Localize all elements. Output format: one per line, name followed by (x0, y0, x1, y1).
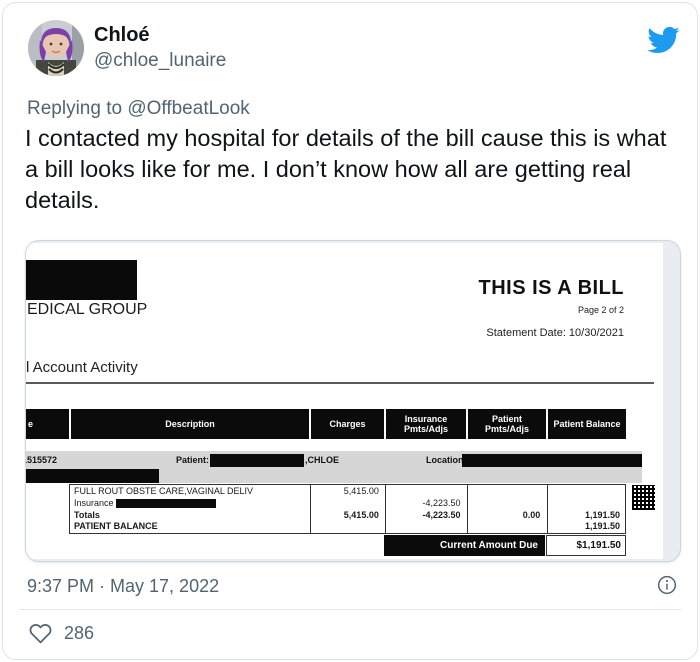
cell-description: Insurance (74, 498, 114, 508)
cell-description: Totals (74, 510, 100, 520)
redaction-bar (462, 454, 642, 467)
tweet-body-text: I contacted my hospital for details of t… (25, 125, 667, 213)
cell-patient-pmts (466, 486, 546, 498)
column-divider (467, 485, 468, 533)
location-label: Location (426, 455, 464, 465)
current-amount-due-value: $1,191.50 (546, 535, 626, 556)
cell-insurance: -4,223.50 (422, 498, 461, 508)
cell-patient-pmts (466, 498, 546, 510)
section-rule (26, 382, 654, 384)
cell-description: FULL ROUT OBSTE CARE,VAGINAL DELIV (74, 486, 254, 496)
col-header-patient-pmts: Patient Pmts/Adjs (468, 409, 546, 439)
column-divider (310, 485, 311, 533)
bill-section-title: l Account Activity (26, 359, 138, 376)
column-divider (547, 485, 548, 533)
cell-insurance: -4,223.50 (422, 510, 461, 520)
table-row-totals: Totals 5,415.00 -4,223.50 0.00 1,191.50 (70, 510, 625, 522)
cell-charges (309, 498, 384, 510)
col-header-description: Description (71, 409, 309, 439)
cell-patient-pmts: 0.00 (522, 510, 541, 520)
column-divider (385, 485, 386, 533)
bill-image-attachment[interactable]: EDICAL GROUP THIS IS A BILL Page 2 of 2 … (25, 240, 681, 562)
bill-statement-date: Statement Date: 10/30/2021 (486, 327, 624, 339)
twitter-logo-icon[interactable] (646, 23, 680, 57)
info-icon[interactable] (657, 575, 677, 595)
like-button[interactable]: 286 (29, 622, 94, 645)
cell-charges: 5,415.00 (343, 486, 379, 496)
redaction-bar (115, 499, 216, 509)
col-header-insurance: Insurance Pmts/Adjs (386, 409, 466, 439)
cell-charges (309, 521, 384, 533)
cell-balance: 1,191.50 (584, 521, 620, 531)
col-header-charges: Charges (311, 409, 384, 439)
col-header-patient-balance: Patient Balance (548, 409, 626, 439)
bill-paper: EDICAL GROUP THIS IS A BILL Page 2 of 2 … (26, 243, 663, 559)
bill-title: THIS IS A BILL (478, 277, 624, 299)
cell-charges: 5,415.00 (343, 510, 379, 520)
cell-balance (545, 486, 625, 498)
cell-balance (545, 498, 625, 510)
account-band: 1515572 Patient: ,CHLOE Location (26, 451, 642, 483)
replying-to[interactable]: Replying to @OffbeatLook (27, 98, 250, 119)
account-number: 1515572 (25, 455, 58, 465)
table-row: FULL ROUT OBSTE CARE,VAGINAL DELIV 5,415… (70, 486, 625, 498)
patient-name-suffix: ,CHLOE (305, 455, 340, 465)
timestamp[interactable]: 9:37 PM · May 17, 2022 (27, 576, 220, 596)
cell-patient-pmts (466, 521, 546, 533)
cell-insurance (384, 486, 466, 498)
current-amount-due-label: Current Amount Due (384, 535, 545, 556)
bill-table-body: FULL ROUT OBSTE CARE,VAGINAL DELIV 5,415… (69, 484, 626, 534)
patient-label: Patient: (176, 455, 210, 465)
like-count[interactable]: 286 (64, 623, 95, 643)
redaction-bar (26, 260, 137, 300)
table-row-patient-balance: PATIENT BALANCE 1,191.50 (70, 521, 625, 533)
bill-org-name: EDICAL GROUP (27, 301, 148, 318)
redaction-bar (26, 469, 159, 483)
cell-insurance (384, 521, 466, 533)
bill-page-label: Page 2 of 2 (577, 305, 624, 315)
cell-description: PATIENT BALANCE (74, 521, 158, 531)
author-handle[interactable]: @chloe_lunaire (94, 50, 227, 71)
divider (19, 609, 681, 610)
cell-balance: 1,191.50 (584, 510, 620, 520)
redaction-bar (210, 454, 304, 467)
table-row: Insurance -4,223.50 (70, 498, 625, 510)
datamatrix-barcode (632, 485, 655, 510)
col-header-date: e (26, 409, 69, 439)
author-name[interactable]: Chloé (94, 24, 150, 46)
avatar-image (28, 20, 84, 76)
heart-outline-icon[interactable] (29, 622, 52, 645)
avatar[interactable] (28, 20, 84, 76)
